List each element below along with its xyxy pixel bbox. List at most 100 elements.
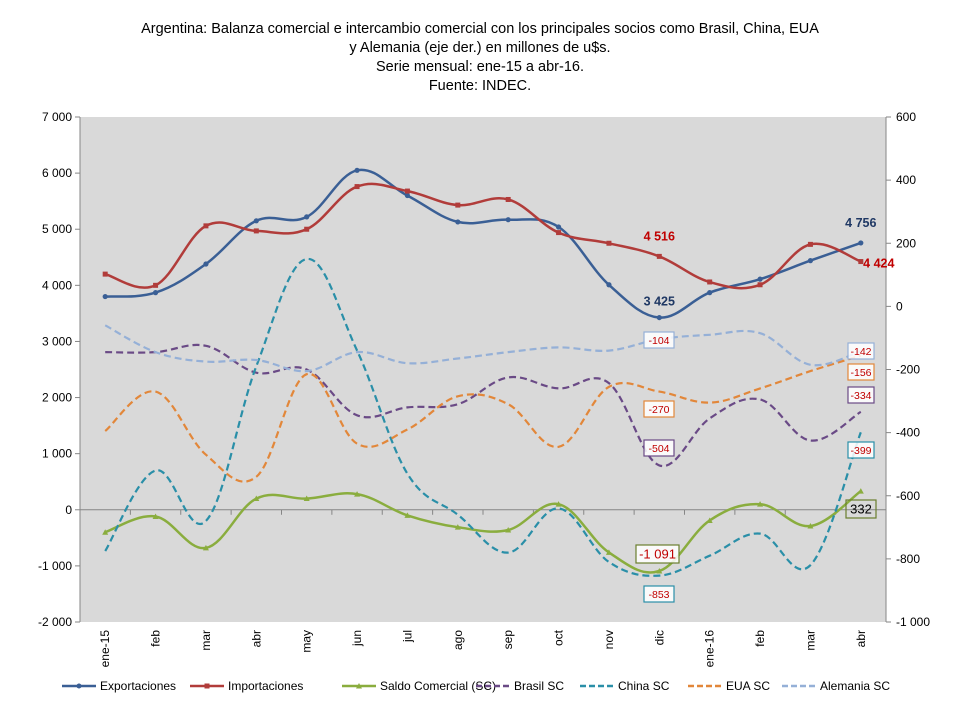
data-point-exportaciones xyxy=(656,314,662,321)
left-tick-label: 4 000 xyxy=(42,278,72,292)
data-point-exportaciones xyxy=(455,219,461,225)
series-line-china-sc xyxy=(104,257,862,577)
data-point-importaciones xyxy=(707,279,713,285)
right-tick-label: 0 xyxy=(896,299,903,313)
data-point-importaciones xyxy=(354,184,360,190)
legend-label: Exportaciones xyxy=(100,679,176,693)
data-point-importaciones xyxy=(203,223,209,229)
left-tick-label: 7 000 xyxy=(42,110,72,124)
series-alemania-sc xyxy=(104,324,862,373)
legend-label: EUA SC xyxy=(726,679,770,693)
legend-marker xyxy=(204,683,210,689)
data-label-text: -1 091 xyxy=(639,547,676,562)
left-tick-label: 6 000 xyxy=(42,166,72,180)
data-point-importaciones xyxy=(455,202,461,208)
data-point-saldo-comercial-sc xyxy=(404,512,411,518)
right-tick-label: 600 xyxy=(896,110,916,124)
right-tick-label: -400 xyxy=(896,426,920,440)
data-label-box xyxy=(643,400,675,418)
data-point-exportaciones xyxy=(404,192,411,199)
data-label-box xyxy=(643,585,675,603)
data-label-text: 332 xyxy=(850,502,872,517)
data-point-saldo-comercial-sc xyxy=(757,501,764,507)
category-label: ene-15 xyxy=(98,630,112,668)
category-label: sep xyxy=(501,630,515,650)
data-point-importaciones xyxy=(556,230,562,236)
legend-item-china-sc: China SC xyxy=(580,679,670,693)
data-label: -504 xyxy=(643,439,675,457)
right-tick-label: -800 xyxy=(896,552,920,566)
legend-label: Brasil SC xyxy=(514,679,564,693)
data-label-box xyxy=(635,544,680,564)
category-label: mar xyxy=(199,630,213,651)
legend-item-alemania-sc: Alemania SC xyxy=(782,679,890,693)
category-label: abr xyxy=(854,630,868,647)
data-point-exportaciones xyxy=(858,240,864,246)
data-label: 4 424 xyxy=(863,257,894,271)
data-point-saldo-comercial-sc xyxy=(354,491,361,497)
category-label: nov xyxy=(602,630,616,649)
data-point-exportaciones xyxy=(707,290,713,296)
data-point-exportaciones xyxy=(102,293,108,300)
legend-item-importaciones: Importaciones xyxy=(190,679,303,693)
data-label-text: 4 424 xyxy=(863,257,894,271)
category-label: may xyxy=(300,630,314,653)
series-saldo-comercial-sc xyxy=(102,488,864,574)
legend-item-eua-sc: EUA SC xyxy=(688,679,770,693)
category-label: jun xyxy=(350,630,364,647)
data-label-text: -104 xyxy=(648,335,669,347)
data-point-importaciones xyxy=(102,271,108,277)
data-label: 332 xyxy=(845,499,877,519)
data-label: 4 516 xyxy=(644,229,675,243)
data-point-importaciones xyxy=(404,188,410,194)
data-point-exportaciones xyxy=(606,282,612,288)
right-tick-label: 400 xyxy=(896,173,916,187)
data-point-saldo-comercial-sc xyxy=(555,501,562,507)
data-label: -270 xyxy=(643,400,675,418)
category-label: ene-16 xyxy=(703,630,717,668)
data-label-text: -270 xyxy=(648,404,669,416)
series-line-alemania-sc xyxy=(104,324,862,373)
series-brasil-sc xyxy=(105,343,862,468)
data-label-text: -142 xyxy=(850,346,871,358)
legend-item-saldo-comercial-sc: Saldo Comercial (SC) xyxy=(342,679,496,693)
series-china-sc xyxy=(104,257,862,577)
data-point-importaciones xyxy=(757,282,763,288)
title-line-1: Argentina: Balanza comercial e intercamb… xyxy=(141,21,819,37)
data-label: 4 756 xyxy=(845,216,876,230)
data-label: -853 xyxy=(643,585,675,603)
legend: Exportaciones Importaciones Saldo Comercia… xyxy=(62,679,890,693)
data-point-saldo-comercial-sc xyxy=(706,517,713,523)
title-line-3: Serie mensual: ene-15 a abr-16. xyxy=(376,59,584,75)
data-label-box xyxy=(847,386,875,404)
data-point-saldo-comercial-sc xyxy=(454,524,461,530)
data-point-saldo-comercial-sc xyxy=(807,523,814,529)
data-label-text: -853 xyxy=(648,589,669,601)
right-tick-label: -600 xyxy=(896,489,920,503)
data-label: -1 091 xyxy=(635,544,680,564)
left-tick-label: -1 000 xyxy=(38,559,72,573)
data-label: -156 xyxy=(847,363,875,381)
plot-area xyxy=(80,117,886,622)
annotation-layer: 4 516 3 425 4 756 4 424 -1 091 332 -104 -270 -50… xyxy=(635,216,895,603)
data-label-box xyxy=(847,363,875,381)
data-point-exportaciones xyxy=(555,224,562,230)
data-point-importaciones xyxy=(505,196,511,202)
legend-item-exportaciones: Exportaciones xyxy=(62,679,176,693)
category-label: jul xyxy=(400,630,414,643)
data-label: -399 xyxy=(847,441,875,459)
category-label: mar xyxy=(803,630,817,651)
data-point-saldo-comercial-sc xyxy=(857,488,864,494)
data-label: 3 425 xyxy=(644,295,675,309)
data-point-importaciones xyxy=(656,253,662,259)
category-label: ago xyxy=(451,630,465,650)
left-tick-label: 3 000 xyxy=(42,334,72,348)
data-label-text: 4 756 xyxy=(845,216,876,230)
data-label-text: -504 xyxy=(648,443,669,455)
data-label-box xyxy=(845,499,877,519)
series-line-importaciones xyxy=(104,182,862,290)
category-label: abr xyxy=(249,630,263,647)
data-label-text: 4 516 xyxy=(644,229,675,243)
